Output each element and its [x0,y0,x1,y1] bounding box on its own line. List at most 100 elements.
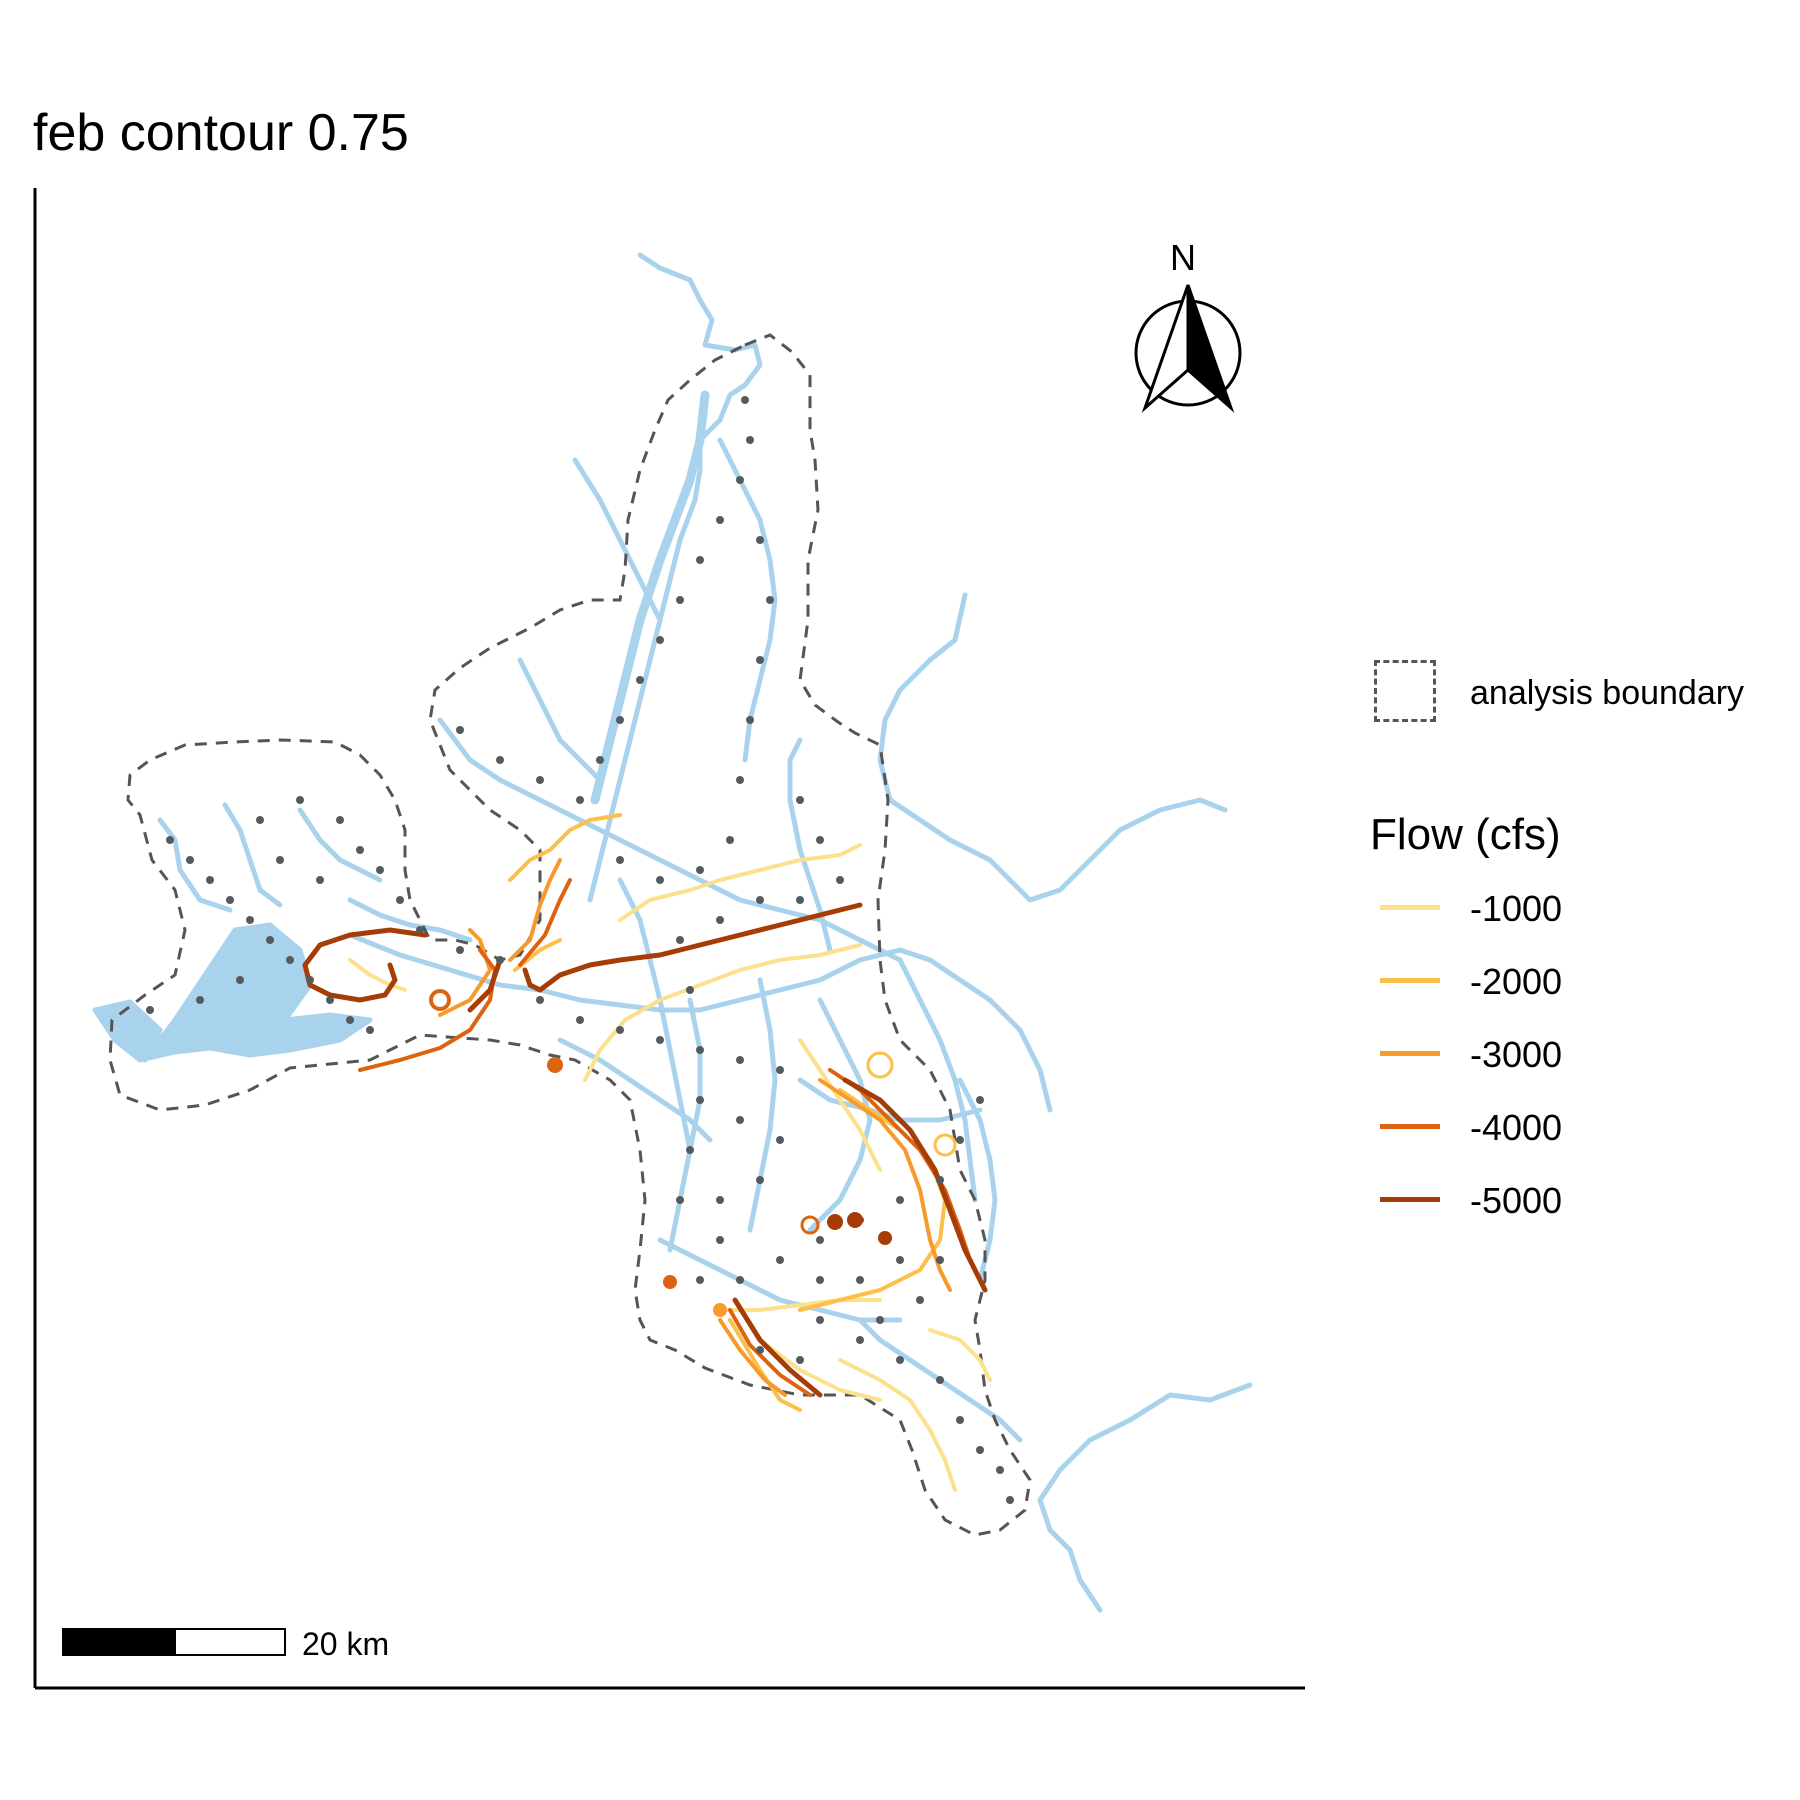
scale-bar-white-segment [174,1628,286,1656]
contour-5000 [842,1077,988,1293]
node-point [716,1196,724,1204]
flow-node [429,989,451,1011]
node-point [276,856,284,864]
flow-node [933,1133,957,1157]
river-channel-19 [222,802,283,908]
east-river [877,592,1228,903]
node-point [896,1356,904,1364]
flow-legend-swatch [1380,1197,1440,1202]
contour-1000 [798,1038,882,1172]
node-point [756,656,764,664]
node-point [776,1256,784,1264]
node-point [346,1016,354,1024]
node-point [746,436,754,444]
flow-node [800,1215,820,1235]
river-channel-15 [897,947,1053,1113]
node-point [616,856,624,864]
node-point [696,866,704,874]
flow-legend-entry: -3000 [1370,1024,1690,1084]
flow-legend-label: -4000 [1470,1107,1563,1148]
river-channel-5 [517,657,603,783]
node-point [336,816,344,824]
flow-legend-swatch [1380,1051,1440,1056]
contour-3000 [438,928,492,1017]
contour-1000 [928,1328,992,1382]
node-point [756,536,764,544]
scale-bar: 20 km [62,1626,422,1668]
contour-2000 [798,1088,947,1312]
node-point [656,636,664,644]
node-point [756,1346,764,1354]
contour-1000 [718,1298,882,1312]
node-point [616,716,624,724]
river-channel-4 [717,437,778,763]
node-point [676,1196,684,1204]
node-point [206,876,214,884]
contour-4000 [728,1308,812,1397]
node-point [736,1056,744,1064]
node-point [796,796,804,804]
node-point [756,896,764,904]
river-channel-12 [747,977,778,1233]
contour-4000 [358,948,497,1072]
node-point [736,1116,744,1124]
node-point [696,1096,704,1104]
node-point [936,1176,944,1184]
contour-1000 [758,1338,882,1402]
node-point [736,476,744,484]
river-channel-7 [617,837,903,963]
node-point [816,836,824,844]
legend-boundary-entry: analysis boundary [1370,650,1790,730]
river-channel-9 [697,947,903,1013]
node-point [656,876,664,884]
flow-node [663,1275,677,1289]
north-arrow-right [1186,284,1235,413]
node-point [676,596,684,604]
node-point [396,896,404,904]
flow-node [866,1051,894,1079]
node-point [236,976,244,984]
map-title: feb contour 0.75 [33,104,409,162]
node-point [716,916,724,924]
node-point [1006,1496,1014,1504]
node-point [416,926,424,934]
node-point [166,836,174,844]
node-point [186,856,194,864]
node-point [736,776,744,784]
flow-node [827,1214,843,1230]
node-point [696,556,704,564]
node-point [796,1356,804,1364]
node-point [676,936,684,944]
contour-5000 [467,957,503,1013]
node-point [836,876,844,884]
node-point [696,1046,704,1054]
flow-legend-swatch [1380,1124,1440,1129]
node-point [976,1096,984,1104]
flow-highlight-nodes [429,989,957,1317]
river-channel-13 [807,997,873,1233]
river-channel-1 [787,737,833,953]
boundary-label: analysis boundary [1470,674,1745,712]
node-point [596,756,604,764]
flow-contours [302,813,992,1492]
node-point [956,1136,964,1144]
node-point [296,796,304,804]
bay-water [92,922,373,1063]
north-label: N [1170,237,1196,278]
node-point [496,756,504,764]
node-point [456,726,464,734]
node-point [246,916,254,924]
contour-4000 [518,878,572,967]
node-point [736,1276,744,1284]
flow-legend-swatch [1380,905,1440,910]
contour-3000 [508,858,562,962]
node-point [756,1176,764,1184]
contour-5000 [732,1297,823,1398]
river-channel-6 [437,717,623,843]
flow-legend-entry: -1000 [1370,878,1690,938]
upper-river [637,252,763,623]
contour-3000 [718,1318,787,1397]
node-point [816,1276,824,1284]
contour-1000 [838,1358,957,1492]
